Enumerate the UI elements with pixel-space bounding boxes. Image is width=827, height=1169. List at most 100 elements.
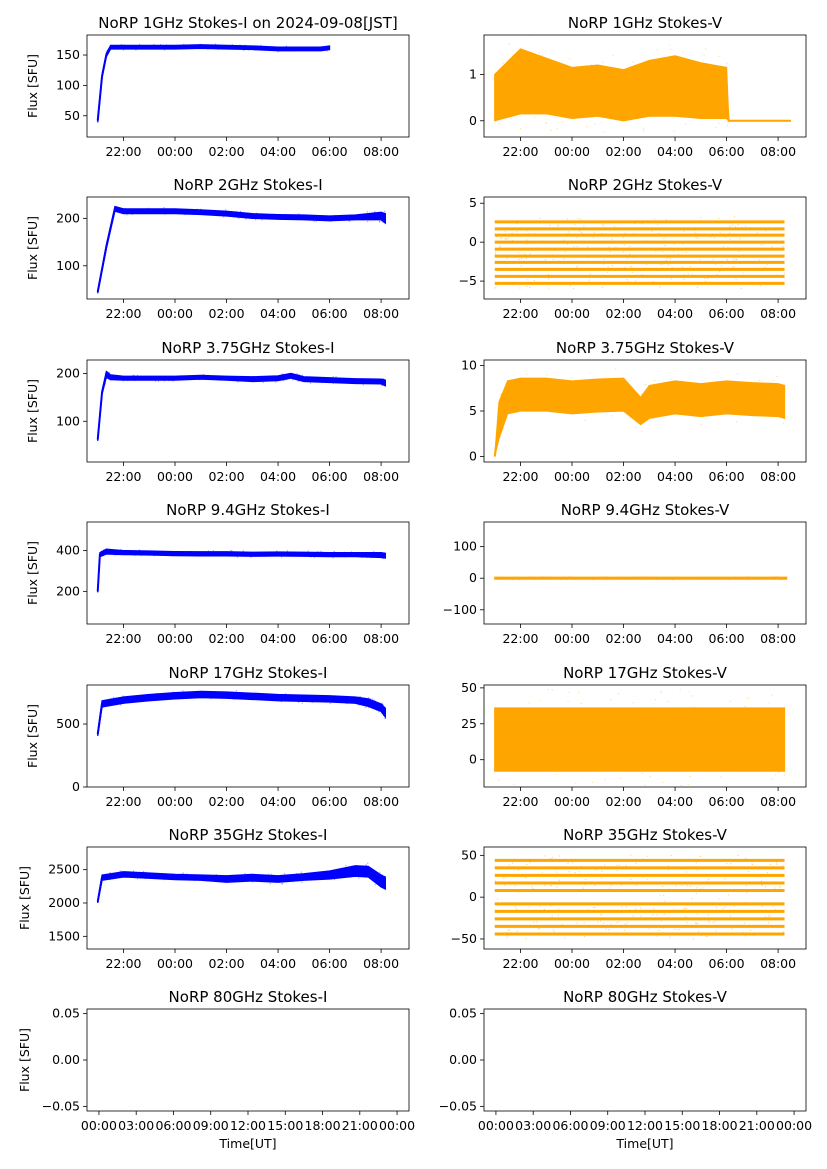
y-tick-label: 0.00 — [449, 1052, 477, 1067]
data-series-6 — [96, 548, 386, 593]
x-tick-label: 22:00 — [502, 794, 538, 809]
panel-0: NoRP 1GHz Stokes-I on 2024-09-08[JST] 50 1… — [25, 14, 410, 159]
x-tick-label: 04:00 — [260, 469, 296, 484]
x-tick-label: 09:00 — [590, 1118, 626, 1133]
axes-frame — [86, 1008, 410, 1112]
x-tick-label: 06:00 — [312, 469, 348, 484]
x-tick-label: 02:00 — [209, 956, 245, 971]
y-tick-label: 0.05 — [52, 1006, 80, 1021]
y-axis-label: Flux [SFU] — [25, 54, 40, 118]
x-tick-label: 02:00 — [606, 144, 642, 159]
x-tick-label: 22:00 — [105, 631, 141, 646]
x-tick-label: 12:00 — [627, 1118, 663, 1133]
x-tick-label: 06:00 — [552, 1118, 588, 1133]
x-tick-label: 22:00 — [105, 956, 141, 971]
x-tick-label: 15:00 — [664, 1118, 700, 1133]
y-tick-label: 400 — [56, 543, 80, 558]
panel-title: NoRP 3.75GHz Stokes-V — [556, 339, 735, 357]
x-tick-label: 04:00 — [260, 306, 296, 321]
series-line — [96, 869, 386, 902]
x-tick-label: 04:00 — [657, 794, 693, 809]
x-tick-label: 00:00 — [554, 631, 590, 646]
axes-frame — [483, 846, 807, 950]
series-line — [96, 693, 387, 735]
x-tick-label: 00:00 — [157, 631, 193, 646]
x-tick-label: 00:00 — [157, 956, 193, 971]
x-tick-label: 02:00 — [606, 794, 642, 809]
y-tick-label: 0.00 — [52, 1052, 80, 1067]
x-tick-label: 22:00 — [105, 794, 141, 809]
x-tick-label: 00:00 — [157, 144, 193, 159]
y-axis-label: Flux [SFU] — [25, 704, 40, 768]
x-tick-label: 03:00 — [515, 1118, 551, 1133]
y-tick-label: 0 — [469, 113, 477, 128]
x-tick-label: 04:00 — [260, 956, 296, 971]
axes-frame — [483, 1008, 807, 1112]
x-tick-label: 22:00 — [502, 956, 538, 971]
series-band — [97, 865, 386, 904]
x-tick-label: 22:00 — [105, 469, 141, 484]
y-tick-label: 1 — [469, 66, 477, 81]
x-tick-label: 08:00 — [760, 144, 796, 159]
data-series-10 — [96, 862, 386, 904]
panel-title: NoRP 80GHz Stokes-V — [563, 988, 728, 1006]
axes-frame — [86, 684, 410, 788]
y-tick-label: 0 — [469, 449, 477, 464]
x-tick-label: 02:00 — [209, 144, 245, 159]
axes-frame — [483, 196, 807, 300]
x-tick-label: 00:00 — [157, 794, 193, 809]
y-tick-label: 50 — [64, 108, 80, 123]
data-series-3 — [494, 216, 785, 290]
panel-3: NoRP 2GHz Stokes-V −5 0 5 22:00 00:00 02:00 04:… — [459, 176, 807, 321]
axes-frame — [86, 521, 410, 625]
x-tick-label: 06:00 — [312, 144, 348, 159]
x-tick-label: 00:00 — [81, 1118, 117, 1133]
x-tick-label: 04:00 — [260, 144, 296, 159]
panel-title: NoRP 9.4GHz Stokes-V — [561, 501, 730, 519]
x-tick-label: 02:00 — [606, 631, 642, 646]
x-tick-label: 00:00 — [554, 144, 590, 159]
y-tick-label: −0.05 — [42, 1098, 80, 1113]
series-band — [97, 690, 386, 737]
x-tick-label: 12:00 — [230, 1118, 266, 1133]
x-tick-label: 02:00 — [606, 469, 642, 484]
panel-title: NoRP 17GHz Stokes-V — [563, 664, 728, 682]
panel-1: NoRP 1GHz Stokes-V 0 1 22:00 00:00 02:00 04:00… — [469, 14, 807, 159]
x-tick-label: 08:00 — [363, 306, 399, 321]
y-axis-label: Flux [SFU] — [25, 541, 40, 605]
panel-10: NoRP 35GHz Stokes-I 1500 2000 2500 22:00 00:0… — [17, 826, 410, 971]
y-tick-label: −100 — [443, 602, 477, 617]
y-axis-label: Flux [SFU] — [25, 216, 40, 280]
data-series-9 — [494, 688, 786, 787]
x-tick-label: 04:00 — [260, 631, 296, 646]
panel-11: NoRP 35GHz Stokes-V −50 0 50 22:00 00:00 02:00… — [451, 826, 807, 971]
x-tick-label: 15:00 — [267, 1118, 303, 1133]
x-tick-label: 04:00 — [657, 631, 693, 646]
x-tick-label: 18:00 — [305, 1118, 341, 1133]
x-tick-label: 06:00 — [155, 1118, 191, 1133]
series-line — [494, 80, 791, 122]
series-line — [96, 550, 386, 592]
x-tick-label: 08:00 — [363, 144, 399, 159]
axes-frame — [86, 34, 410, 138]
y-tick-label: −0.05 — [439, 1098, 477, 1113]
x-tick-label: 00:00 — [554, 956, 590, 971]
y-tick-label: 10 — [461, 357, 477, 372]
axes-frame — [86, 846, 410, 950]
panel-9: NoRP 17GHz Stokes-V 0 25 50 22:00 00:00 02:00 0… — [461, 664, 807, 809]
x-tick-label: 04:00 — [260, 794, 296, 809]
x-tick-label: 04:00 — [657, 469, 693, 484]
y-tick-label: 0 — [469, 234, 477, 249]
x-tick-label: 09:00 — [193, 1118, 229, 1133]
x-tick-label: 02:00 — [606, 956, 642, 971]
x-tick-label: 08:00 — [760, 631, 796, 646]
y-tick-label: 200 — [56, 365, 80, 380]
x-tick-label: 22:00 — [502, 469, 538, 484]
x-tick-label: 08:00 — [363, 469, 399, 484]
data-series-11 — [494, 854, 785, 940]
x-tick-label: 00:00 — [554, 469, 590, 484]
y-tick-label: 200 — [56, 210, 80, 225]
x-tick-label: 06:00 — [709, 144, 745, 159]
x-tick-label: 02:00 — [606, 306, 642, 321]
